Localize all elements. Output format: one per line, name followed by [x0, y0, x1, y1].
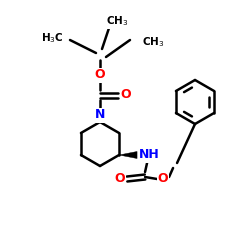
Text: O: O	[115, 172, 125, 186]
Text: CH$_3$: CH$_3$	[106, 14, 128, 28]
Text: O: O	[95, 68, 105, 82]
Text: O: O	[158, 172, 168, 186]
Text: CH$_3$: CH$_3$	[142, 35, 165, 49]
Text: NH: NH	[139, 148, 160, 162]
Polygon shape	[119, 152, 137, 158]
Text: O: O	[121, 88, 131, 102]
Text: H$_3$C: H$_3$C	[41, 31, 63, 45]
Text: N: N	[95, 108, 105, 122]
